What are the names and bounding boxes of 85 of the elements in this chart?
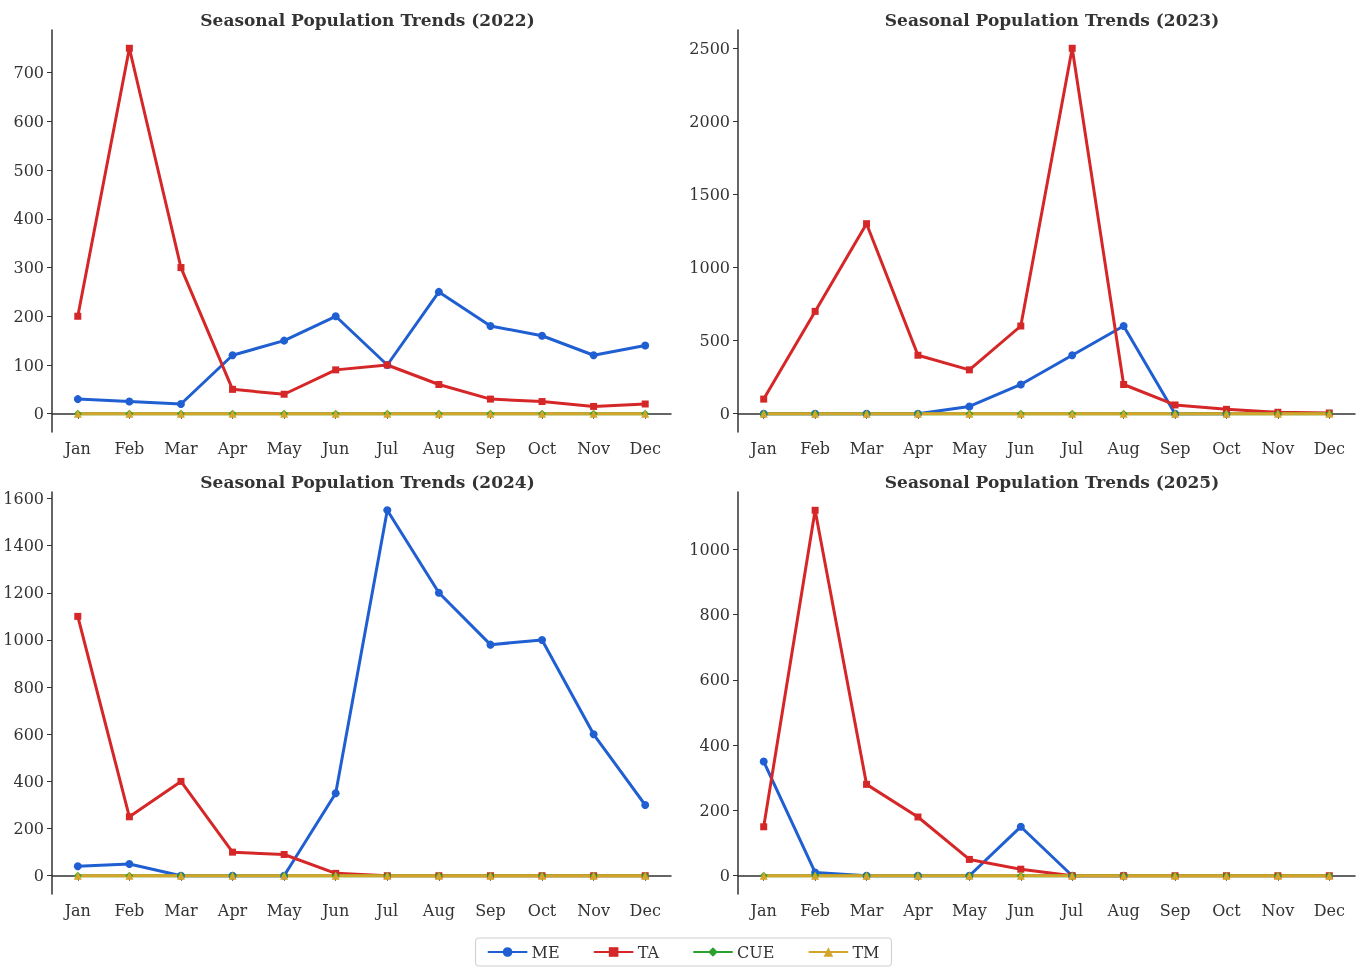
x-tick-label: Jun	[320, 900, 350, 920]
x-tick-label: Nov	[1261, 900, 1295, 920]
y-tick-label: 1000	[689, 258, 730, 278]
chart-title: Seasonal Population Trends (2022)	[200, 9, 535, 30]
y-tick-label: 200	[13, 819, 44, 839]
x-tick-label: Mar	[849, 438, 884, 458]
x-tick-label: Oct	[527, 900, 557, 920]
x-tick-label: Jan	[748, 438, 777, 458]
x-tick-label: Nov	[577, 900, 610, 920]
y-tick-label: 0	[719, 404, 730, 424]
chart-title: Seasonal Population Trends (2023)	[884, 9, 1220, 30]
x-tick-label: Apr	[902, 438, 934, 458]
y-tick-label: 0	[33, 404, 44, 424]
y-tick-label: 1600	[3, 488, 44, 508]
y-tick-label: 600	[13, 724, 44, 744]
x-tick-label: Dec	[629, 438, 661, 458]
x-tick-label: Mar	[164, 900, 199, 920]
y-tick-label: 1000	[689, 539, 730, 559]
x-tick-label: Sep	[475, 900, 506, 920]
x-tick-label: Jun	[1005, 900, 1035, 920]
y-tick-label: 600	[13, 111, 44, 131]
legend-label: ME	[531, 942, 560, 962]
legend-label: TA	[637, 942, 660, 962]
x-tick-label: Jan	[62, 900, 91, 920]
x-tick-label: Feb	[800, 438, 831, 458]
y-tick-label: 200	[13, 306, 44, 326]
x-tick-label: Oct	[1212, 438, 1242, 458]
x-tick-label: May	[266, 900, 302, 920]
x-tick-label: Nov	[1261, 438, 1295, 458]
y-tick-label: 100	[13, 355, 44, 375]
x-tick-label: May	[266, 438, 302, 458]
y-tick-label: 400	[699, 735, 730, 755]
x-tick-label: Aug	[1106, 438, 1140, 458]
y-tick-label: 1000	[3, 630, 44, 650]
x-tick-label: Sep	[475, 438, 506, 458]
y-tick-label: 300	[13, 258, 44, 278]
y-tick-label: 400	[13, 209, 44, 229]
x-tick-label: Mar	[849, 900, 884, 920]
x-tick-label: Apr	[902, 900, 934, 920]
x-tick-label: Apr	[216, 900, 248, 920]
x-tick-label: Feb	[114, 900, 145, 920]
x-tick-label: Apr	[216, 438, 248, 458]
chart-title: Seasonal Population Trends (2025)	[884, 471, 1220, 492]
x-tick-label: Aug	[1106, 900, 1140, 920]
y-tick-label: 0	[33, 866, 44, 886]
x-tick-label: Jul	[374, 900, 399, 920]
x-tick-label: Sep	[1159, 900, 1191, 920]
y-tick-label: 1500	[689, 184, 730, 204]
y-tick-label: 1200	[3, 583, 44, 603]
y-tick-label: 600	[699, 670, 730, 690]
x-tick-label: Jul	[1059, 438, 1084, 458]
y-tick-label: 500	[13, 160, 44, 180]
x-tick-label: Oct	[527, 438, 557, 458]
y-tick-label: 700	[13, 63, 44, 83]
x-tick-label: Nov	[577, 438, 610, 458]
x-tick-label: Jan	[62, 438, 91, 458]
x-tick-label: Dec	[629, 900, 661, 920]
x-tick-label: Jan	[748, 900, 777, 920]
x-tick-label: Jun	[320, 438, 350, 458]
x-tick-label: Feb	[114, 438, 145, 458]
x-tick-label: Aug	[421, 900, 455, 920]
x-tick-label: Jun	[1005, 438, 1035, 458]
x-tick-label: Jul	[1059, 900, 1084, 920]
x-tick-label: May	[951, 438, 987, 458]
x-tick-label: May	[951, 900, 987, 920]
legend-label: TM	[852, 942, 880, 962]
chart-title: Seasonal Population Trends (2024)	[200, 471, 535, 492]
x-tick-label: Dec	[1313, 900, 1345, 920]
y-tick-label: 500	[699, 331, 730, 351]
x-tick-label: Aug	[421, 438, 455, 458]
x-tick-label: Oct	[1212, 900, 1242, 920]
y-tick-label: 800	[699, 605, 730, 625]
y-tick-label: 0	[719, 866, 730, 886]
y-tick-label: 2000	[689, 111, 730, 131]
x-tick-label: Feb	[800, 900, 831, 920]
y-tick-label: 1400	[3, 536, 44, 556]
y-tick-label: 200	[699, 800, 730, 820]
x-tick-label: Dec	[1313, 438, 1345, 458]
x-tick-label: Sep	[1159, 438, 1191, 458]
x-tick-label: Jul	[374, 438, 399, 458]
y-tick-label: 400	[13, 771, 44, 791]
x-tick-label: Mar	[164, 438, 199, 458]
y-tick-label: 800	[13, 677, 44, 697]
y-tick-label: 2500	[689, 38, 730, 58]
legend-label: CUE	[736, 942, 775, 962]
